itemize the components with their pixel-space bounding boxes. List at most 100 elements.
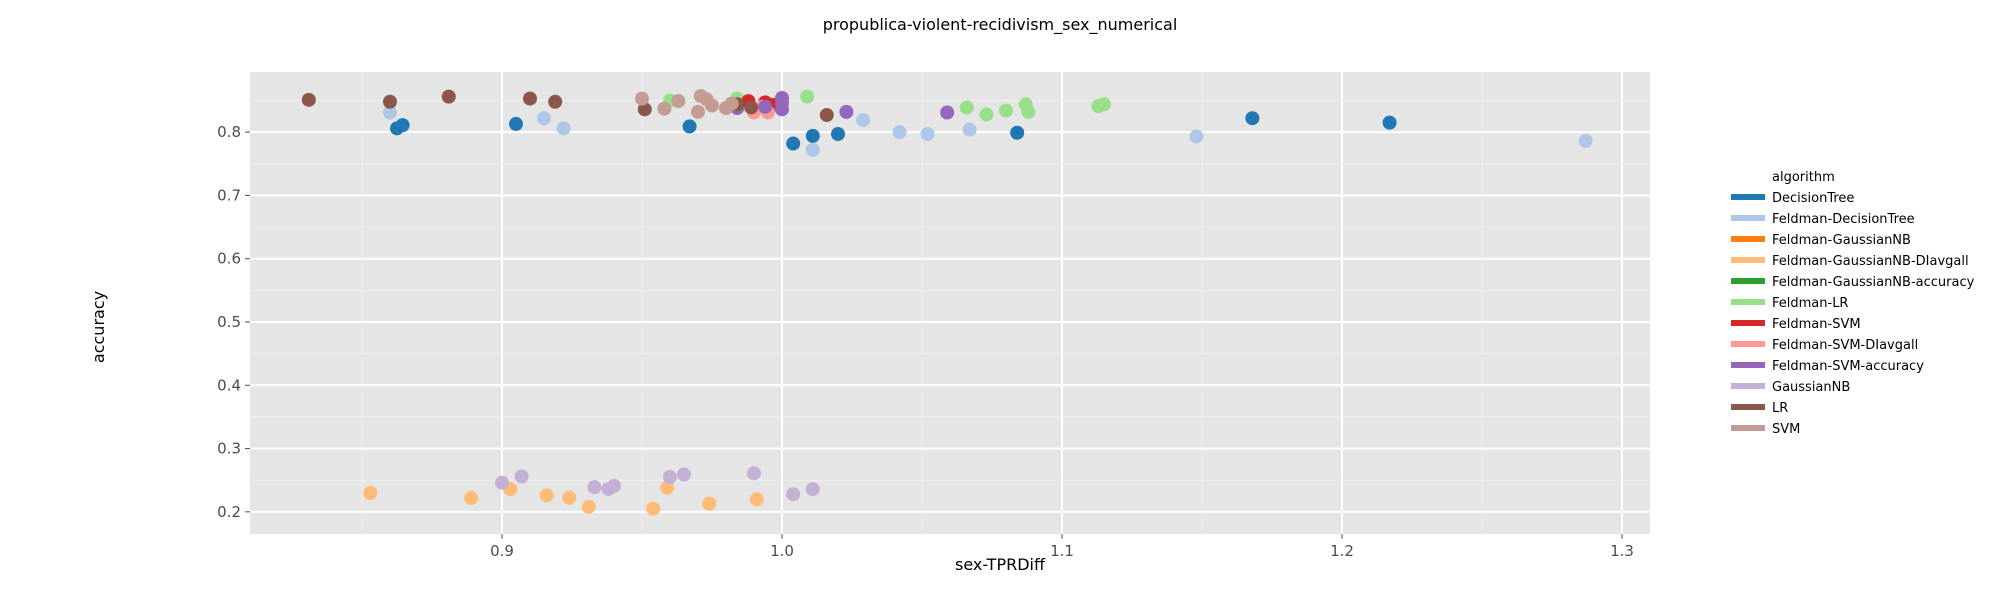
data-point — [363, 485, 378, 500]
x-axis-ticks: 0.9 1.0 1.1 1.2 1.3 — [490, 534, 1634, 560]
data-point — [587, 480, 602, 495]
data-point — [646, 501, 661, 516]
legend-label: Feldman-GaussianNB-DIavgall — [1772, 254, 1969, 269]
data-point — [581, 499, 596, 514]
data-point — [831, 127, 845, 142]
legend-swatch — [1731, 320, 1765, 326]
grid-lines — [250, 72, 1650, 534]
data-point — [682, 119, 697, 134]
data-point — [556, 121, 571, 136]
data-point — [805, 128, 820, 143]
legend-swatch — [1731, 194, 1765, 200]
legend-swatch — [1731, 236, 1765, 242]
data-point — [548, 94, 563, 109]
legend-swatch — [1731, 215, 1765, 221]
data-point — [856, 113, 871, 128]
y-tick-label: 0.5 — [217, 313, 241, 331]
data-point — [663, 470, 677, 485]
legend-label: DecisionTree — [1772, 191, 1854, 206]
y-tick-label: 0.3 — [217, 440, 241, 458]
legend-label: Feldman-LR — [1772, 296, 1848, 311]
legend-label: Feldman-DecisionTree — [1772, 212, 1915, 227]
x-tick-label: 1.0 — [770, 542, 794, 560]
data-point — [805, 142, 820, 157]
x-axis-label: sex-TPRDiff — [955, 555, 1046, 574]
data-point — [383, 105, 397, 120]
data-point — [839, 104, 854, 119]
data-point — [724, 96, 739, 111]
data-point — [660, 480, 675, 495]
legend-label: Feldman-SVM-DIavgall — [1772, 338, 1918, 353]
data-point — [758, 99, 773, 114]
data-point — [1245, 111, 1260, 126]
data-point — [495, 475, 509, 490]
data-point — [805, 482, 820, 497]
legend-swatch — [1731, 383, 1765, 389]
data-point — [607, 478, 621, 493]
y-tick-label: 0.6 — [217, 250, 241, 268]
data-point — [1021, 104, 1036, 119]
data-point — [786, 136, 801, 151]
data-point — [509, 116, 523, 131]
data-point — [1097, 97, 1111, 112]
y-tick-label: 0.7 — [217, 186, 241, 204]
data-point — [999, 103, 1013, 118]
data-point — [786, 487, 801, 502]
legend: algorithm DecisionTree Feldman-DecisionTr… — [1731, 170, 1975, 437]
legend-title: algorithm — [1772, 170, 1835, 185]
legend-swatch — [1731, 299, 1765, 305]
data-point — [514, 469, 529, 484]
data-point — [671, 94, 686, 109]
data-point — [523, 91, 537, 106]
data-point — [637, 102, 652, 117]
data-point — [959, 100, 974, 115]
data-point — [920, 127, 935, 142]
data-point — [537, 111, 551, 126]
data-point — [705, 98, 719, 113]
x-tick-label: 0.9 — [490, 542, 514, 560]
data-point — [1189, 129, 1204, 144]
data-point — [464, 490, 479, 505]
data-point — [940, 105, 955, 120]
x-tick-label: 1.2 — [1330, 542, 1354, 560]
y-axis-ticks: 0.2 0.3 0.4 0.5 0.6 0.7 0.8 — [217, 123, 250, 521]
data-point — [395, 118, 410, 133]
legend-swatch — [1731, 257, 1765, 263]
data-point — [677, 467, 691, 482]
data-point — [892, 125, 907, 140]
legend-swatch — [1731, 404, 1765, 410]
data-point — [1010, 125, 1025, 140]
legend-label: GaussianNB — [1772, 380, 1850, 395]
data-point — [749, 492, 764, 507]
data-point — [562, 490, 577, 505]
chart-title: propublica-violent-recidivism_sex_numeri… — [823, 15, 1178, 35]
data-point — [979, 107, 994, 122]
data-point — [702, 496, 717, 511]
data-point — [657, 101, 672, 116]
data-point — [301, 92, 316, 107]
plot-panel — [250, 72, 1650, 534]
legend-swatch — [1731, 425, 1765, 431]
data-point — [744, 100, 759, 115]
legend-label: Feldman-SVM — [1772, 317, 1861, 332]
y-tick-label: 0.4 — [217, 376, 241, 394]
data-point — [635, 91, 649, 106]
data-point — [1578, 133, 1593, 148]
data-point — [775, 102, 789, 117]
legend-label: Feldman-GaussianNB — [1772, 233, 1911, 248]
data-point — [962, 122, 977, 137]
data-point — [747, 466, 761, 481]
legend-label: Feldman-GaussianNB-accuracy — [1772, 275, 1975, 290]
y-tick-label: 0.8 — [217, 123, 241, 141]
legend-swatch — [1731, 341, 1765, 347]
legend-swatch — [1731, 278, 1765, 284]
x-tick-label: 1.3 — [1610, 542, 1634, 560]
legend-label: LR — [1772, 401, 1788, 416]
data-point — [383, 94, 397, 109]
data-point — [1382, 115, 1397, 130]
legend-label: SVM — [1772, 422, 1800, 437]
y-tick-label: 0.2 — [217, 503, 241, 521]
legend-label: Feldman-SVM-accuracy — [1772, 359, 1924, 374]
data-points — [301, 89, 1593, 516]
